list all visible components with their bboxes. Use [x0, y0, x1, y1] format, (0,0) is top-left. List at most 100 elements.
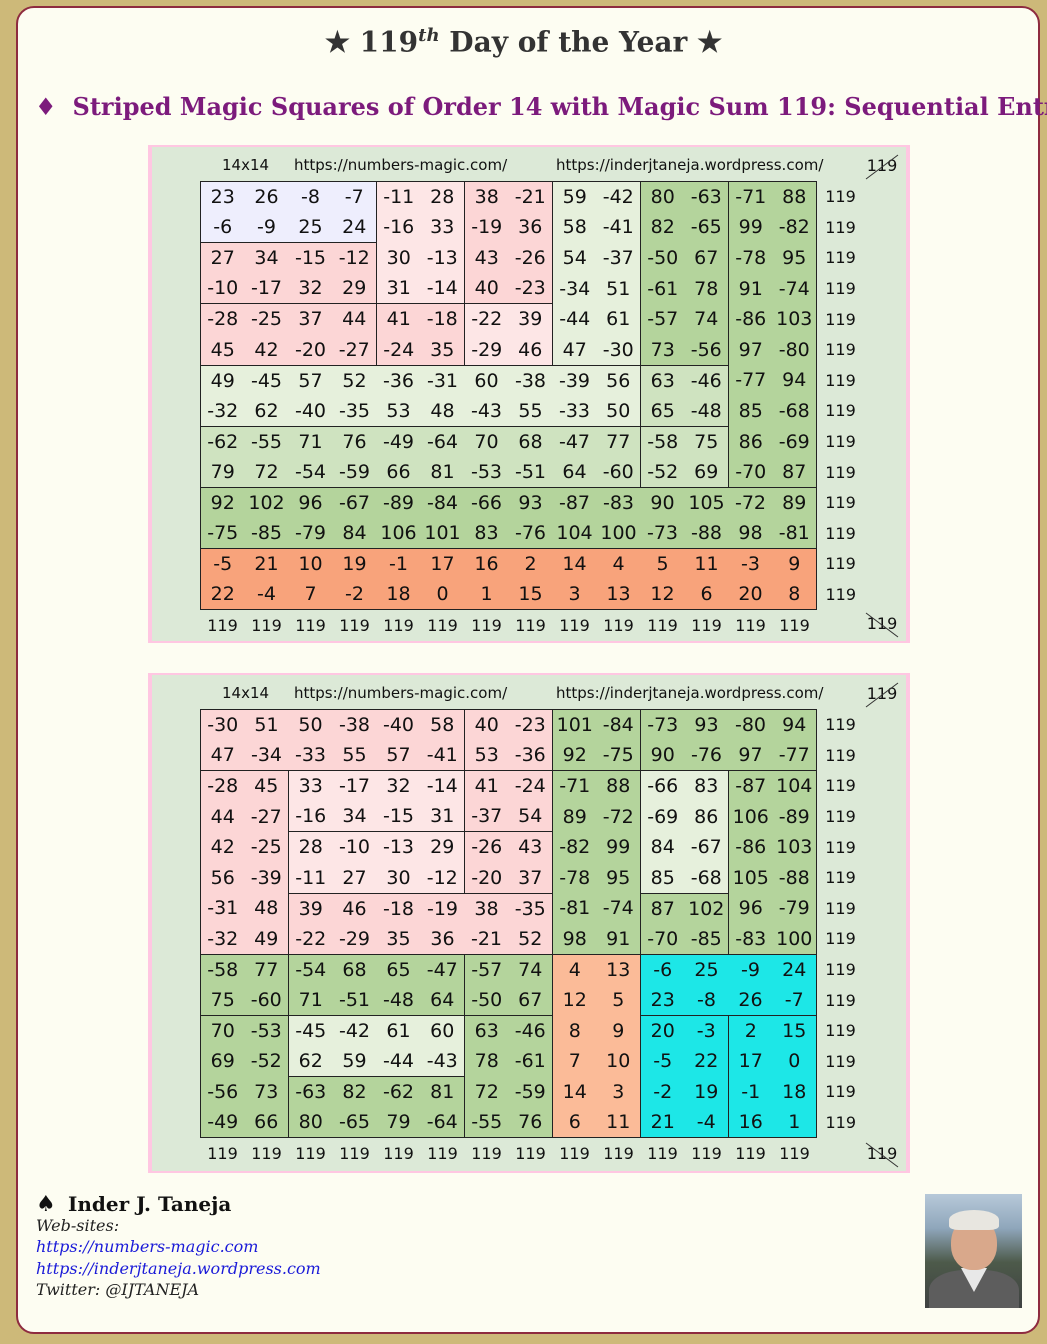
grid-cell: 8 [772, 579, 817, 611]
twitter-handle: Twitter: @IJTANEJA [36, 1280, 200, 1299]
grid-cell: 11 [596, 1107, 641, 1139]
grid-cell: 35 [420, 334, 465, 366]
grid-cell: -3 [728, 548, 773, 580]
grid-cell: -71 [728, 181, 773, 213]
grid-cell: 68 [508, 425, 553, 457]
diagonal-line-icon [865, 154, 899, 180]
grid-cell: 39 [508, 303, 553, 335]
grid-cell: 105 [728, 862, 773, 894]
row-sum: 119 [825, 217, 856, 237]
grid-cell: 13 [596, 579, 641, 611]
grid-cell: -28 [200, 770, 245, 802]
grid-cell: -55 [464, 1107, 509, 1139]
grid-cell: -48 [376, 984, 421, 1016]
grid-row: 70 -53 -45 -42 61 60 63 -46 8 9 20 -3 2 15 119 [200, 1014, 865, 1047]
grid-cell: 32 [376, 770, 421, 802]
grid-cell: 53 [376, 395, 421, 427]
grid-cell: 71 [288, 425, 333, 457]
row-sum: 119 [825, 1051, 856, 1071]
grid-cell: 24 [332, 212, 377, 244]
grid-cell: 52 [332, 364, 377, 396]
grid-cell: -7 [772, 984, 817, 1016]
grid-cell: -84 [596, 709, 641, 741]
column-sum: 119 [603, 615, 634, 635]
grid-cell: 0 [772, 1046, 817, 1077]
grid-cell: -47 [552, 425, 597, 457]
grid-cell: -73 [640, 709, 685, 741]
url-label: https://numbers-magic.com/ [294, 156, 508, 174]
row-sum: 119 [825, 898, 856, 918]
grid-cell: -26 [508, 242, 553, 274]
grid-row: 42 -25 28 -10 -13 29 -26 43 -82 99 84 -67 -86 103 119 [200, 831, 865, 863]
row-sum: 119 [825, 309, 856, 329]
grid-cell: 55 [332, 740, 377, 772]
diagonal-line-icon [865, 682, 899, 708]
grid-cell: 60 [420, 1014, 465, 1047]
column-sum: 119 [559, 615, 590, 635]
grid-cell: -51 [332, 984, 377, 1016]
grid-cell: -29 [332, 923, 377, 955]
grid-cell: 50 [596, 395, 641, 427]
column-sum: 119 [295, 1143, 326, 1163]
grid-cell: 93 [684, 709, 729, 741]
grid-cell: 2 [508, 548, 553, 580]
grid-cell: 46 [508, 334, 553, 366]
grid-cell: 62 [244, 395, 289, 427]
grid-cell: 95 [772, 242, 817, 274]
grid-cell: 86 [728, 426, 773, 457]
panel-background: 14x14 https://numbers-magic.com/ https:/… [152, 147, 906, 641]
grid-cell: 23 [640, 984, 685, 1016]
grid-cell: 86 [684, 801, 729, 832]
grid-cell: 66 [244, 1107, 289, 1139]
corner-sum-bottom: 119 [858, 609, 906, 639]
grid-cell: 26 [244, 181, 289, 213]
grid-cell: 31 [420, 801, 465, 833]
row-sum: 119 [825, 990, 856, 1010]
grid-cell: -35 [508, 892, 553, 924]
grid-cell: -1 [376, 548, 421, 580]
column-sum: 119 [427, 1143, 458, 1163]
grid-cell: 10 [596, 1046, 641, 1077]
grid-cell: -75 [200, 518, 245, 550]
grid-cell: 29 [332, 273, 377, 304]
grid-cell: -46 [508, 1014, 553, 1047]
grid-cell: 3 [596, 1076, 641, 1108]
grid-cell: 94 [772, 709, 817, 741]
website-link-1[interactable]: https://numbers-magic.com [36, 1237, 259, 1256]
grid-cell: 67 [684, 242, 729, 274]
grid-cell: -24 [376, 334, 421, 366]
grid-cell: -1 [728, 1076, 773, 1108]
grid-cell: -17 [332, 770, 377, 802]
grid-cell: 34 [332, 801, 377, 833]
grid-cell: 85 [640, 862, 685, 894]
website-link-2[interactable]: https://inderjtaneja.wordpress.com [36, 1259, 321, 1278]
grid-cell: -57 [464, 953, 509, 985]
row-sum: 119 [825, 401, 856, 421]
grid-cell: 105 [684, 486, 729, 519]
grid-cell: 98 [728, 518, 773, 550]
grid-row: -30 51 50 -38 -40 58 40 -23 101 -84 -73 93 -80 94 119 [200, 709, 865, 741]
grid-cell: -56 [200, 1076, 245, 1108]
grid-cell: 49 [200, 364, 245, 396]
grid-cell: 20 [640, 1014, 685, 1047]
grid-cell: -52 [244, 1046, 289, 1077]
url-label: https://numbers-magic.com/ [294, 684, 508, 702]
column-sum: 119 [471, 1143, 502, 1163]
grid-cell: -70 [640, 923, 685, 955]
grid-cell: -25 [244, 831, 289, 863]
grid-cell: 102 [244, 486, 289, 519]
grid-cell: -31 [200, 893, 245, 924]
grid-cell: 61 [596, 303, 641, 335]
grid-cell: 56 [200, 862, 245, 894]
grid-cell: -42 [332, 1014, 377, 1047]
grid-cell: 91 [728, 273, 773, 304]
grid-cell: 106 [376, 518, 421, 550]
grid-cell: -35 [332, 395, 377, 427]
grid-cell: -9 [728, 953, 773, 985]
diagonal-line-icon [865, 612, 899, 638]
grid-cell: 19 [332, 548, 377, 580]
grid-cell: -27 [332, 334, 377, 366]
subtitle-text: Striped Magic Squares of Order 14 with M… [72, 92, 1047, 121]
grid-cell: -82 [772, 212, 817, 243]
grid-cell: 59 [552, 181, 597, 213]
